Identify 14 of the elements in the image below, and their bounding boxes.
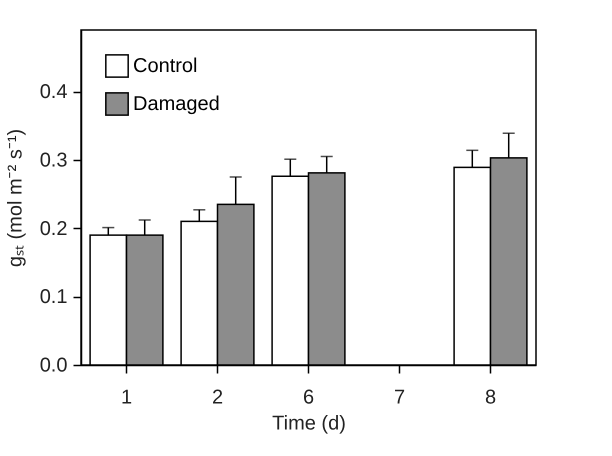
y-tick-label: 0.4 [40, 81, 68, 104]
y-axis-title: gₛₜ (mol m⁻² s⁻¹) [4, 128, 27, 268]
y-tick-label: 0.1 [40, 286, 68, 308]
x-tick-label: 2 [212, 386, 224, 408]
y-tick-label: 0.0 [40, 354, 68, 376]
x-axis-title: Time (d) [272, 412, 346, 434]
x-tick-label: 7 [394, 386, 406, 408]
y-tick-label: 0.3 [40, 149, 68, 172]
x-tick-label: 8 [484, 386, 496, 408]
x-tick-label: 1 [120, 386, 132, 408]
y-tick-label: 0.2 [40, 218, 68, 240]
legend-label: Damaged [133, 93, 220, 115]
x-tick-label: 6 [302, 386, 314, 408]
legend-label: Control [133, 55, 198, 77]
